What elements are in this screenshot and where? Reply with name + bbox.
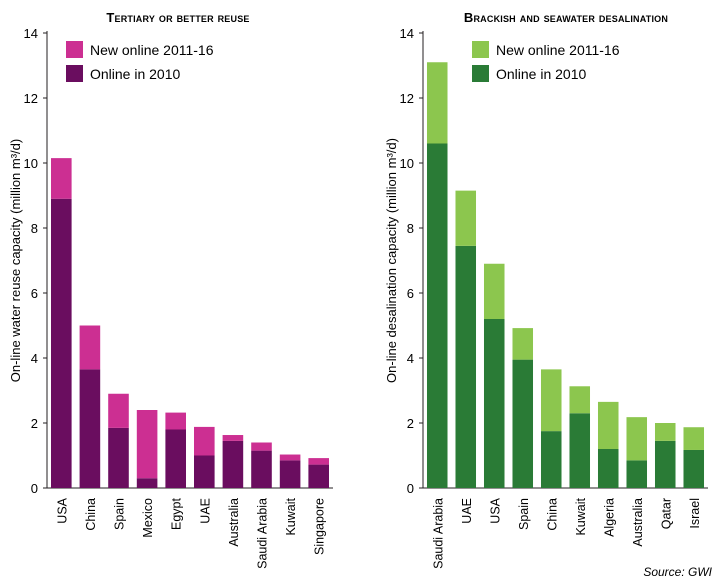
legend-label: New online 2011-16 — [90, 42, 214, 58]
legend-swatch — [472, 41, 489, 58]
y-tick-label: 0 — [31, 481, 38, 496]
legend-label: Online in 2010 — [90, 66, 181, 82]
legend-swatch — [66, 41, 83, 58]
x-category-label: Egypt — [170, 497, 184, 529]
bar-new-2011-16 — [308, 458, 329, 465]
source-note: Source: GWI — [643, 565, 712, 579]
y-tick-label: 10 — [24, 156, 38, 171]
x-category-label: Saudi Arabia — [431, 498, 445, 569]
y-tick-label: 14 — [24, 26, 38, 41]
y-tick-label: 12 — [400, 91, 414, 106]
bar-new-2011-16 — [483, 263, 505, 319]
bar-online-2010 — [165, 429, 186, 488]
x-category-label: Spain — [517, 498, 531, 530]
x-category-label: Qatar — [659, 498, 673, 529]
bar-new-2011-16 — [569, 386, 591, 414]
bar-new-2011-16 — [626, 417, 648, 461]
y-tick-label: 14 — [400, 26, 414, 41]
bar-new-2011-16 — [426, 62, 448, 144]
y-tick-label: 4 — [407, 351, 414, 366]
bar-online-2010 — [483, 319, 505, 488]
y-tick-label: 6 — [31, 286, 38, 301]
bar-new-2011-16 — [512, 328, 534, 360]
legend-label: Online in 2010 — [496, 66, 587, 82]
y-tick-label: 8 — [31, 221, 38, 236]
x-category-label: Saudi Arabia — [256, 498, 270, 569]
x-category-label: Mexico — [141, 498, 155, 538]
chart-title: Brackish and seawater desalination — [464, 10, 668, 25]
bar-online-2010 — [51, 198, 72, 488]
x-category-label: China — [545, 498, 559, 531]
chart-title: Tertiary or better reuse — [106, 10, 249, 25]
bar-new-2011-16 — [683, 427, 705, 450]
y-tick-label: 0 — [407, 481, 414, 496]
bar-new-2011-16 — [251, 442, 272, 451]
x-category-label: Spain — [113, 498, 127, 530]
bar-online-2010 — [79, 369, 101, 488]
y-tick-label: 10 — [400, 156, 414, 171]
bar-new-2011-16 — [597, 401, 619, 449]
bar-online-2010 — [251, 450, 272, 488]
x-category-label: Israel — [688, 498, 702, 529]
legend-swatch — [66, 65, 83, 82]
x-category-label: UAE — [460, 498, 474, 524]
x-category-label: Australia — [227, 498, 241, 547]
x-category-label: Kuwait — [284, 497, 298, 535]
bar-online-2010 — [569, 413, 591, 488]
y-axis-label: On-line desalination capacity (million m… — [384, 138, 399, 383]
bar-new-2011-16 — [108, 393, 129, 428]
y-tick-label: 12 — [24, 91, 38, 106]
bar-online-2010 — [540, 431, 562, 488]
y-tick-label: 2 — [407, 416, 414, 431]
y-tick-label: 6 — [407, 286, 414, 301]
bar-online-2010 — [222, 440, 244, 488]
x-category-label: Kuwait — [574, 497, 588, 535]
x-category-label: USA — [488, 497, 502, 523]
x-category-label: USA — [55, 497, 69, 523]
bar-online-2010 — [108, 427, 129, 488]
bar-online-2010 — [654, 440, 676, 488]
bar-new-2011-16 — [194, 426, 215, 456]
y-tick-label: 2 — [31, 416, 38, 431]
x-category-label: Australia — [631, 498, 645, 547]
legend-label: New online 2011-16 — [496, 42, 620, 58]
bar-new-2011-16 — [279, 454, 301, 461]
bar-online-2010 — [279, 460, 301, 488]
bar-online-2010 — [597, 449, 619, 488]
bar-new-2011-16 — [540, 369, 562, 432]
x-category-label: Singapore — [313, 498, 327, 555]
bar-new-2011-16 — [455, 190, 477, 246]
x-category-label: China — [84, 498, 98, 531]
bar-new-2011-16 — [51, 158, 72, 199]
bar-online-2010 — [308, 464, 329, 488]
bar-new-2011-16 — [136, 410, 158, 479]
bar-online-2010 — [455, 245, 477, 488]
bar-new-2011-16 — [222, 435, 244, 441]
x-category-label: Algeria — [602, 498, 616, 537]
bar-online-2010 — [426, 143, 448, 488]
y-tick-label: 4 — [31, 351, 38, 366]
y-axis-label: On-line water reuse capacity (million m³… — [8, 139, 23, 382]
bar-online-2010 — [512, 359, 534, 488]
bar-online-2010 — [626, 460, 648, 488]
legend-swatch — [472, 65, 489, 82]
bar-online-2010 — [683, 449, 705, 488]
bar-new-2011-16 — [654, 423, 676, 441]
bar-new-2011-16 — [165, 412, 186, 430]
bar-online-2010 — [136, 478, 158, 488]
x-category-label: UAE — [198, 498, 212, 524]
y-tick-label: 8 — [407, 221, 414, 236]
bar-online-2010 — [194, 455, 215, 488]
bar-new-2011-16 — [79, 325, 101, 370]
